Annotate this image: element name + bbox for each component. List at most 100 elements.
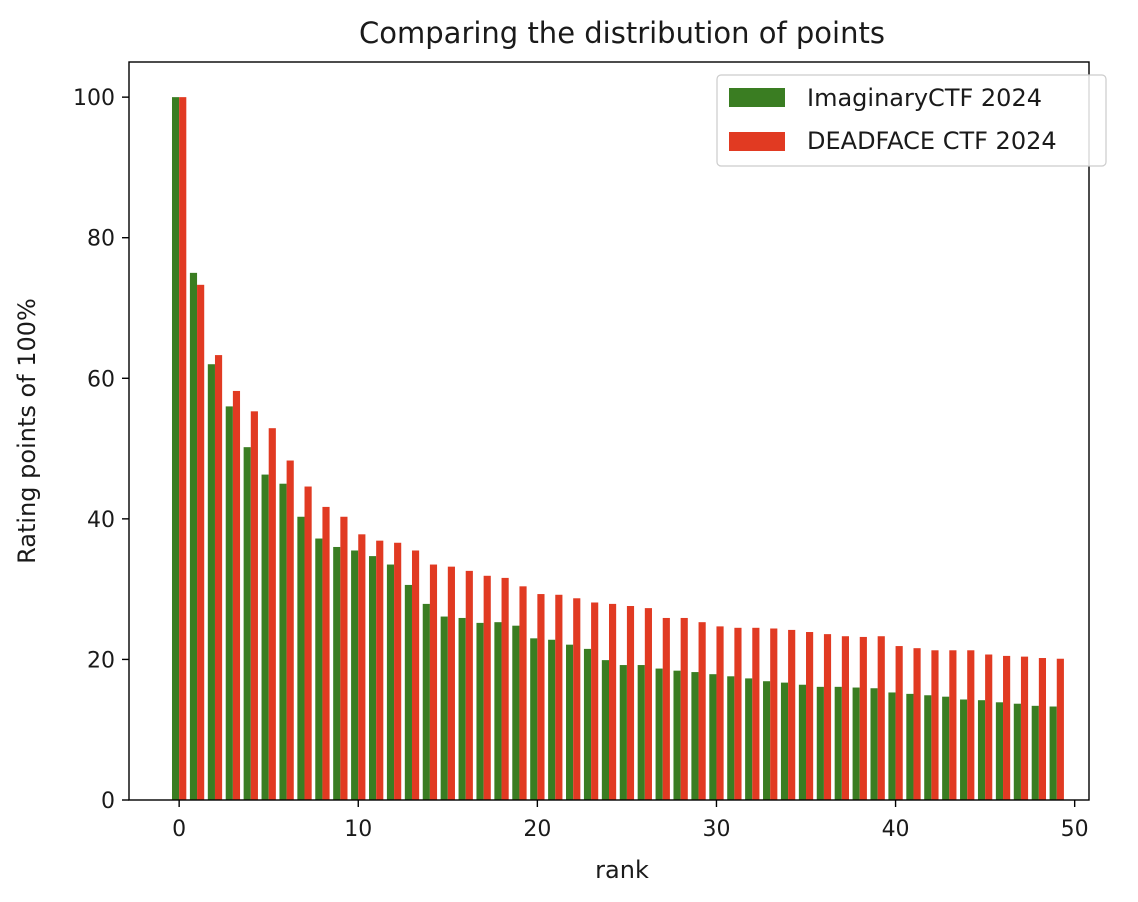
- bar-imaginaryctf-rank-3: [225, 406, 233, 800]
- bar-imaginaryctf-rank-16: [458, 617, 466, 800]
- x-tick-label: 0: [172, 817, 186, 842]
- y-axis-label: Rating points of 100%: [13, 298, 41, 564]
- bar-deadface-rank-0: [179, 97, 187, 800]
- x-tick-label: 40: [882, 817, 910, 842]
- bar-imaginaryctf-rank-7: [297, 516, 305, 800]
- bar-imaginaryctf-rank-26: [637, 665, 645, 800]
- x-tick-label: 20: [523, 817, 551, 842]
- bar-imaginaryctf-rank-33: [763, 681, 771, 800]
- bar-deadface-rank-9: [340, 516, 348, 800]
- bar-deadface-rank-20: [537, 594, 545, 800]
- bar-deadface-rank-35: [806, 632, 814, 800]
- bar-deadface-rank-46: [1003, 655, 1011, 800]
- bar-imaginaryctf-rank-10: [351, 550, 359, 800]
- bar-imaginaryctf-rank-35: [798, 684, 807, 800]
- bar-imaginaryctf-rank-15: [440, 616, 448, 800]
- bar-imaginaryctf-rank-30: [709, 674, 717, 800]
- y-tick-label: 60: [87, 367, 115, 392]
- bar-imaginaryctf-rank-34: [780, 682, 789, 800]
- bar-imaginaryctf-rank-24: [601, 660, 609, 800]
- bar-deadface-rank-22: [573, 598, 581, 800]
- x-axis-ticks: 0 10 20 30 40 50: [172, 800, 1089, 842]
- bar-imaginaryctf-rank-8: [315, 538, 323, 800]
- bar-imaginaryctf-rank-41: [906, 693, 914, 800]
- bar-deadface-rank-31: [734, 627, 742, 800]
- bar-imaginaryctf-rank-31: [727, 676, 735, 800]
- bar-imaginaryctf-rank-36: [816, 686, 824, 800]
- bars-group: [171, 97, 1064, 800]
- legend-label-deadface: DEADFACE CTF 2024: [807, 127, 1057, 155]
- bar-imaginaryctf-rank-1: [189, 272, 198, 800]
- legend-swatch-imaginaryctf: [729, 88, 785, 107]
- bar-imaginaryctf-rank-14: [422, 603, 430, 800]
- bar-deadface-rank-21: [555, 594, 563, 800]
- bar-deadface-rank-10: [358, 534, 366, 800]
- bar-imaginaryctf-rank-46: [995, 702, 1004, 800]
- y-tick-label: 20: [87, 648, 115, 673]
- bar-imaginaryctf-rank-6: [279, 483, 287, 800]
- plot-frame: [128, 61, 1090, 801]
- bar-imaginaryctf-rank-48: [1031, 705, 1039, 800]
- bar-imaginaryctf-rank-37: [834, 686, 842, 800]
- bar-imaginaryctf-rank-44: [960, 699, 968, 800]
- legend: ImaginaryCTF 2024 DEADFACE CTF 2024: [716, 74, 1107, 167]
- bar-imaginaryctf-rank-29: [691, 672, 699, 800]
- bar-deadface-rank-25: [626, 606, 635, 800]
- bar-imaginaryctf-rank-27: [655, 668, 663, 800]
- x-axis-label: rank: [595, 856, 649, 884]
- bar-imaginaryctf-rank-28: [673, 670, 681, 800]
- x-tick-label: 30: [702, 817, 730, 842]
- bar-imaginaryctf-rank-39: [870, 688, 878, 800]
- bar-imaginaryctf-rank-19: [512, 625, 520, 800]
- bar-imaginaryctf-rank-12: [386, 564, 395, 800]
- bar-deadface-rank-36: [823, 634, 832, 800]
- bar-deadface-rank-13: [411, 550, 420, 800]
- bar-imaginaryctf-rank-21: [548, 639, 556, 800]
- x-tick-label: 10: [344, 817, 372, 842]
- bar-deadface-rank-45: [985, 654, 993, 800]
- bar-deadface-rank-5: [268, 428, 276, 800]
- bar-imaginaryctf-rank-20: [530, 638, 538, 800]
- bar-imaginaryctf-rank-45: [977, 700, 986, 800]
- bar-deadface-rank-47: [1020, 656, 1029, 800]
- bar-deadface-rank-23: [591, 602, 599, 800]
- bar-deadface-rank-3: [232, 390, 241, 800]
- bar-deadface-rank-15: [447, 566, 455, 800]
- bar-deadface-rank-7: [304, 486, 312, 800]
- bar-deadface-rank-19: [519, 586, 527, 800]
- bar-deadface-rank-8: [322, 506, 330, 800]
- bar-deadface-rank-33: [770, 628, 778, 800]
- bar-imaginaryctf-rank-5: [261, 474, 269, 800]
- bar-deadface-rank-37: [841, 636, 849, 800]
- bar-imaginaryctf-rank-17: [476, 622, 484, 800]
- bar-imaginaryctf-rank-11: [369, 556, 377, 800]
- bar-deadface-rank-24: [609, 603, 617, 800]
- bar-deadface-rank-49: [1056, 658, 1064, 800]
- bar-imaginaryctf-rank-40: [888, 692, 896, 800]
- bar-deadface-rank-39: [877, 636, 885, 800]
- bar-deadface-rank-27: [662, 617, 670, 800]
- bar-deadface-rank-41: [913, 648, 921, 800]
- bar-deadface-rank-30: [716, 626, 724, 800]
- bar-deadface-rank-2: [214, 355, 223, 800]
- bar-imaginaryctf-rank-23: [583, 648, 592, 800]
- bar-deadface-rank-18: [501, 577, 509, 800]
- bar-deadface-rank-26: [644, 608, 652, 800]
- y-tick-label: 0: [101, 789, 115, 814]
- legend-frame: [716, 74, 1107, 167]
- y-tick-label: 40: [87, 508, 115, 533]
- bar-deadface-rank-12: [394, 542, 402, 800]
- bar-deadface-rank-42: [931, 650, 939, 800]
- bar-deadface-rank-11: [376, 540, 384, 800]
- bar-imaginaryctf-rank-32: [745, 678, 753, 800]
- bar-imaginaryctf-rank-18: [494, 622, 502, 800]
- y-tick-label: 80: [87, 227, 115, 252]
- bar-deadface-rank-43: [949, 650, 957, 800]
- bar-imaginaryctf-rank-38: [852, 687, 860, 800]
- bar-imaginaryctf-rank-22: [566, 644, 574, 800]
- bar-deadface-rank-40: [895, 646, 903, 800]
- bar-deadface-rank-4: [250, 411, 258, 800]
- bar-imaginaryctf-rank-49: [1049, 706, 1057, 800]
- bar-imaginaryctf-rank-2: [207, 364, 215, 800]
